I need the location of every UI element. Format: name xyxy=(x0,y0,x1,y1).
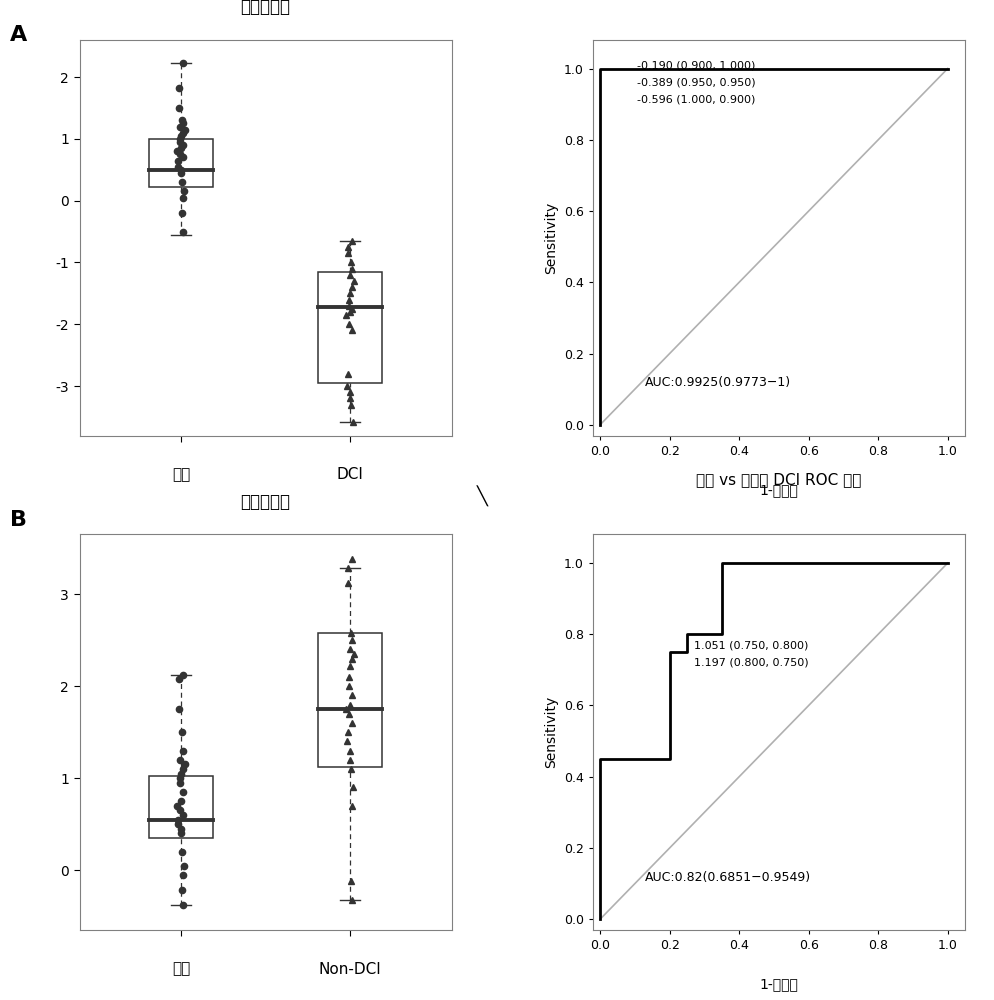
Y-axis label: Sensitivity: Sensitivity xyxy=(544,696,558,768)
Text: -0.389 (0.950, 0.950): -0.389 (0.950, 0.950) xyxy=(636,77,754,87)
Text: 对照: 对照 xyxy=(172,467,190,482)
Bar xyxy=(318,272,382,383)
Text: A: A xyxy=(10,25,27,45)
Bar xyxy=(149,776,213,838)
Text: 分类器数值: 分类器数值 xyxy=(241,0,290,16)
Text: 1.197 (0.800, 0.750): 1.197 (0.800, 0.750) xyxy=(693,657,808,667)
Text: B: B xyxy=(10,510,27,530)
Text: -0.596 (1.000, 0.900): -0.596 (1.000, 0.900) xyxy=(636,94,754,104)
Text: 对照 vs 不发生 DCI ROC 曲线: 对照 vs 不发生 DCI ROC 曲线 xyxy=(696,472,861,487)
Bar xyxy=(318,633,382,767)
Text: 1-特异性: 1-特异性 xyxy=(758,483,798,497)
Y-axis label: Sensitivity: Sensitivity xyxy=(544,202,558,274)
Text: Non-DCI: Non-DCI xyxy=(318,962,381,977)
Text: AUC:0.9925(0.9773−1): AUC:0.9925(0.9773−1) xyxy=(644,376,790,389)
Text: 1.051 (0.750, 0.800): 1.051 (0.750, 0.800) xyxy=(693,640,807,650)
Text: 对照: 对照 xyxy=(172,962,190,977)
Text: 1-特异性: 1-特异性 xyxy=(758,977,798,991)
Text: AUC:0.82(0.6851−0.9549): AUC:0.82(0.6851−0.9549) xyxy=(644,871,810,884)
Bar xyxy=(149,139,213,187)
Text: ╲: ╲ xyxy=(477,485,487,507)
Text: 分类器数值: 分类器数值 xyxy=(241,493,290,511)
Text: DCI: DCI xyxy=(336,467,363,482)
Text: -0.190 (0.900, 1.000): -0.190 (0.900, 1.000) xyxy=(636,60,754,70)
